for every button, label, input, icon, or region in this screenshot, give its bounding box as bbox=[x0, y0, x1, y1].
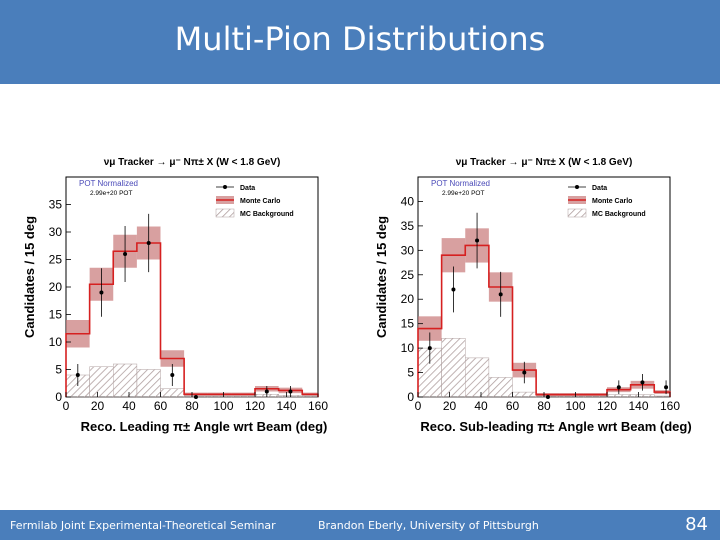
x-tick-label: 80 bbox=[185, 399, 199, 413]
y-tick-label: 20 bbox=[401, 292, 415, 306]
chart-title: νμ Tracker → μ⁻ Nπ± X (W < 1.8 GeV) bbox=[104, 157, 281, 168]
legend-data-marker bbox=[223, 185, 227, 189]
y-tick-label: 30 bbox=[49, 225, 63, 239]
data-point bbox=[522, 370, 527, 375]
mc-background-bar bbox=[583, 395, 608, 398]
leading-pion-angle-chart: νμ Tracker → μ⁻ Nπ± X (W < 1.8 GeV) 0 20 40… bbox=[22, 157, 328, 434]
legend-mc-label: Monte Carlo bbox=[240, 198, 280, 205]
mc-background-bar bbox=[512, 391, 537, 398]
x-tick-label: 0 bbox=[63, 399, 70, 413]
y-tick-label: 25 bbox=[401, 268, 415, 282]
title-bar: Multi-Pion Distributions bbox=[0, 0, 720, 84]
data-point bbox=[427, 346, 432, 351]
y-axis-label: Candidates / 15 deg bbox=[22, 216, 37, 338]
y-tick-label: 30 bbox=[401, 243, 415, 257]
data-point bbox=[193, 395, 198, 399]
data-point bbox=[75, 373, 80, 377]
data-point bbox=[545, 395, 550, 399]
data-point bbox=[640, 380, 645, 385]
y-tick-label: 35 bbox=[49, 198, 63, 212]
data-point bbox=[288, 389, 293, 394]
x-axis-label: Reco. Leading π± Angle wrt Beam (deg) bbox=[81, 419, 328, 434]
data-point bbox=[451, 287, 456, 292]
x-tick-label: 20 bbox=[443, 399, 457, 413]
x-tick-label: 160 bbox=[308, 399, 328, 413]
mc-background-bar bbox=[231, 395, 256, 398]
y-tick-label: 10 bbox=[401, 341, 415, 355]
y-tick-label: 0 bbox=[55, 390, 62, 404]
legend-background-label: MC Background bbox=[592, 211, 646, 218]
pot-normalized-label: POT Normalized bbox=[431, 179, 490, 188]
mc-background-bar bbox=[207, 395, 232, 398]
subleading-pion-angle-chart: νμ Tracker → μ⁻ Nπ± X (W < 1.8 GeV) 0 20 40… bbox=[374, 157, 692, 434]
x-tick-label: 160 bbox=[660, 399, 680, 413]
x-tick-label: 140 bbox=[276, 399, 296, 413]
data-point bbox=[498, 292, 503, 297]
x-tick-label: 120 bbox=[245, 399, 265, 413]
y-tick-label: 0 bbox=[407, 390, 414, 404]
mc-background-bar bbox=[488, 377, 513, 398]
mc-background-bar bbox=[302, 395, 319, 398]
y-tick-label: 40 bbox=[401, 194, 415, 208]
mc-background-bar bbox=[441, 338, 466, 398]
mc-background-bar bbox=[606, 394, 631, 398]
y-tick-label: 5 bbox=[407, 366, 414, 380]
legend-data-label: Data bbox=[592, 185, 607, 192]
footer-seminar: Fermilab Joint Experimental-Theoretical … bbox=[10, 519, 276, 532]
mc-background-bar bbox=[136, 369, 161, 398]
mc-background-bar bbox=[465, 357, 490, 398]
slide-title: Multi-Pion Distributions bbox=[174, 20, 546, 58]
legend-mc-label: Monte Carlo bbox=[592, 198, 632, 205]
x-axis-label: Reco. Sub-leading π± Angle wrt Beam (deg… bbox=[420, 419, 691, 434]
data-point bbox=[146, 241, 151, 245]
footer-author: Brandon Eberly, University of Pittsburgh bbox=[318, 519, 539, 532]
y-tick-label: 10 bbox=[49, 335, 63, 349]
footer-bar: Fermilab Joint Experimental-Theoretical … bbox=[0, 510, 720, 540]
data-point bbox=[123, 252, 128, 256]
x-tick-label: 100 bbox=[213, 399, 233, 413]
x-tick-label: 20 bbox=[91, 399, 105, 413]
mc-background-bar bbox=[89, 366, 114, 398]
mc-background-bar bbox=[113, 363, 138, 398]
data-point bbox=[475, 238, 480, 243]
mc-background-bar bbox=[559, 395, 584, 398]
x-tick-label: 80 bbox=[537, 399, 551, 413]
x-tick-label: 40 bbox=[122, 399, 136, 413]
y-tick-label: 15 bbox=[401, 317, 415, 331]
y-tick-label: 20 bbox=[49, 280, 63, 294]
legend-data-label: Data bbox=[240, 185, 255, 192]
legend-background-swatch bbox=[567, 208, 587, 218]
x-tick-label: 60 bbox=[154, 399, 168, 413]
data-point bbox=[170, 373, 175, 377]
pot-value-label: 2.99e+20 POT bbox=[442, 190, 484, 197]
x-tick-label: 60 bbox=[506, 399, 520, 413]
x-tick-label: 40 bbox=[474, 399, 488, 413]
data-point bbox=[664, 385, 669, 390]
y-axis-label: Candidates / 15 deg bbox=[374, 216, 389, 338]
x-tick-label: 140 bbox=[628, 399, 648, 413]
pot-value-label: 2.99e+20 POT bbox=[90, 190, 132, 197]
legend-data-marker bbox=[575, 185, 579, 189]
y-tick-label: 5 bbox=[55, 363, 62, 377]
mc-background-bar bbox=[630, 394, 655, 398]
data-point bbox=[99, 290, 104, 295]
y-tick-label: 35 bbox=[401, 219, 415, 233]
x-tick-label: 0 bbox=[415, 399, 422, 413]
mc-background-bar bbox=[160, 388, 185, 398]
mc-background-bar bbox=[654, 395, 671, 398]
data-point bbox=[616, 385, 621, 390]
chart-title: νμ Tracker → μ⁻ Nπ± X (W < 1.8 GeV) bbox=[456, 157, 633, 168]
y-tick-label: 25 bbox=[49, 253, 63, 267]
x-tick-label: 100 bbox=[565, 399, 585, 413]
legend-background-label: MC Background bbox=[240, 211, 294, 218]
legend-background-swatch bbox=[215, 208, 235, 218]
pot-normalized-label: POT Normalized bbox=[79, 179, 138, 188]
x-tick-label: 120 bbox=[597, 399, 617, 413]
data-point bbox=[264, 389, 269, 394]
y-tick-label: 15 bbox=[49, 308, 63, 322]
page-number: 84 bbox=[685, 514, 708, 535]
